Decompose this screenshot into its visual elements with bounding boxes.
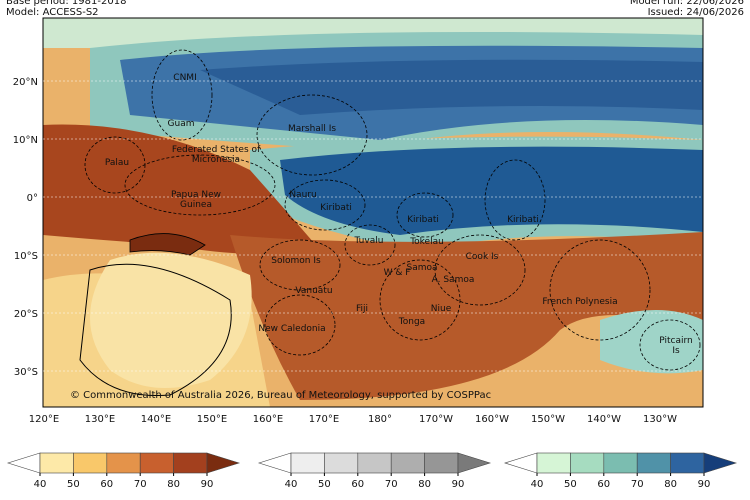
colorbar-cell — [290, 452, 325, 474]
place-label: Federated States of Micronesia — [171, 145, 261, 165]
colorbar-tick-label: 90 — [698, 479, 711, 490]
lon-label: 130°E — [85, 414, 115, 425]
colorbar-cell — [536, 452, 571, 474]
colorbar-cell — [324, 452, 359, 474]
place-label: Tokelau — [410, 237, 444, 247]
colorbar-tick-label: 40 — [34, 479, 47, 490]
lon-label: 180° — [368, 414, 392, 425]
colorbar-cell — [173, 452, 208, 474]
lon-label: 170°E — [309, 414, 339, 425]
place-label: New Caledonia — [258, 324, 326, 334]
title: July to September 2026 — [315, 0, 434, 1]
colorbar-tick-label: 50 — [564, 479, 577, 490]
place-label: Marshall Is — [287, 124, 337, 134]
lon-label: 160°E — [253, 414, 283, 425]
lat-label: 10°N — [13, 135, 38, 146]
colorbar-tick-label: 70 — [631, 479, 644, 490]
colorbar-cell — [139, 452, 174, 474]
colorbar-cell — [603, 452, 638, 474]
place-label: Fiji — [355, 304, 369, 314]
place-label: Kiribati — [407, 215, 439, 225]
colorbar-tick-label: 80 — [418, 479, 431, 490]
place-label: Nauru — [289, 190, 317, 200]
colorbar-cap — [457, 452, 492, 474]
lat-label: 20°S — [14, 309, 38, 320]
colorbar-cap — [6, 452, 41, 474]
place-label: Solomon Is — [271, 256, 321, 266]
place-label: Pitcairn Is — [659, 336, 693, 356]
place-label: French Polynesia — [542, 297, 618, 307]
colorbar-tick-label: 80 — [167, 479, 180, 490]
colorbar-cell — [390, 452, 425, 474]
map — [43, 18, 703, 407]
lat-label: 0° — [27, 193, 38, 204]
header-text: Base period: 1981-2018 — [6, 0, 126, 7]
colorbar-cell — [636, 452, 671, 474]
lat-label: 10°S — [14, 251, 38, 262]
colorbar-tick-label: 50 — [318, 479, 331, 490]
colorbar-tick-label: 70 — [134, 479, 147, 490]
colorbar-cap — [257, 452, 292, 474]
place-label: Tonga — [398, 317, 426, 327]
colorbar-cell — [357, 452, 392, 474]
lon-label: 140°W — [587, 414, 621, 425]
lat-label: 20°N — [13, 77, 38, 88]
place-label: Palau — [104, 158, 130, 168]
colorbar-tick-label: 60 — [597, 479, 610, 490]
colorbar-tick-label: 40 — [285, 479, 298, 490]
lon-label: 150°E — [197, 414, 227, 425]
colorbar-cap — [503, 452, 538, 474]
colorbar-cell — [106, 452, 141, 474]
colorbar-cell — [73, 452, 108, 474]
colorbar-tick-label: 60 — [100, 479, 113, 490]
place-label: Cook Is — [465, 252, 499, 262]
colorbar-tick-label: 70 — [385, 479, 398, 490]
colorbar-tick-label: 90 — [452, 479, 465, 490]
place-label: CNMI — [173, 73, 197, 83]
header-text: Model: ACCESS-S2 — [6, 7, 99, 18]
colorbar-tick-label: 50 — [67, 479, 80, 490]
place-label: Guam — [167, 119, 195, 129]
colorbar-cell — [670, 452, 705, 474]
lon-label: 130°W — [643, 414, 677, 425]
place-label: W & F — [383, 268, 411, 278]
lon-label: 150°W — [531, 414, 565, 425]
lon-label: 170°W — [419, 414, 453, 425]
place-label: Niue — [430, 304, 452, 314]
lat-label: 30°S — [14, 367, 38, 378]
lon-label: 140°E — [141, 414, 171, 425]
place-label: Tuvalu — [354, 236, 384, 246]
colorbar-cap — [703, 452, 738, 474]
colorbar-tick-label: 80 — [664, 479, 677, 490]
legends: 405060708090Below normal (%)405060708090… — [6, 452, 738, 490]
place-label: A. Samoa — [431, 275, 475, 285]
place-label: Papua New Guinea — [171, 190, 221, 210]
colorbar-cell — [570, 452, 605, 474]
lon-label: 160°W — [475, 414, 509, 425]
credit: © Commonwealth of Australia 2026, Bureau… — [70, 390, 491, 401]
colorbar-tick-label: 90 — [201, 479, 214, 490]
colorbar-tick-label: 40 — [531, 479, 544, 490]
place-label: Vanuatu — [295, 286, 333, 296]
header-text: Issued: 24/06/2026 — [648, 7, 744, 18]
colorbar-tick-label: 60 — [351, 479, 364, 490]
place-label: Samoa — [406, 263, 438, 273]
lat-axis: 20°N 10°N 0° 10°S 20°S 30°S — [13, 77, 38, 378]
colorbar-cell — [424, 452, 459, 474]
place-label: Kiribati — [507, 215, 539, 225]
header-text: Model run: 22/06/2026 — [630, 0, 744, 7]
lon-axis: 120°E 130°E 140°E 150°E 160°E 170°E 180° 170°W 1… — [29, 414, 677, 425]
colorbar-cap — [206, 452, 241, 474]
place-label: Kiribati — [320, 203, 352, 213]
lon-label: 120°E — [29, 414, 59, 425]
colorbar-cell — [39, 452, 74, 474]
